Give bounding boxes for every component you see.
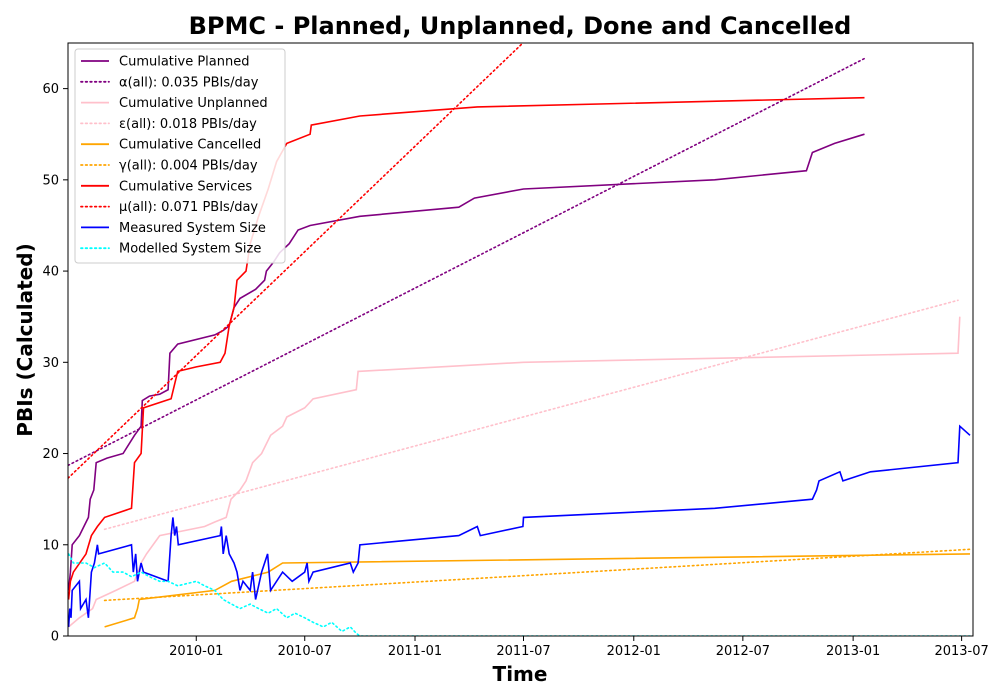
y-tick-label: 30 bbox=[42, 356, 59, 371]
y-tick-label: 0 bbox=[51, 630, 59, 645]
series-line-8 bbox=[68, 43, 524, 480]
series-line-2 bbox=[68, 57, 866, 467]
legend-label: Cumulative Services bbox=[119, 179, 252, 194]
x-axis-ticks: 2010-01 2010-07 2011-01 2011-07 2012-01 2012-… bbox=[169, 636, 989, 659]
legend-label: α(all): 0.035 PBIs/day bbox=[119, 75, 259, 90]
legend-label: Measured System Size bbox=[119, 221, 266, 236]
y-axis-ticks: 0 10 20 30 40 50 60 bbox=[42, 82, 68, 645]
series-line-10 bbox=[68, 553, 971, 636]
x-axis-label: Time bbox=[493, 662, 548, 686]
x-tick-label: 2012-01 bbox=[607, 644, 661, 659]
legend: Cumulative Planned α(all): 0.035 PBIs/day… bbox=[74, 48, 286, 264]
plot-frame bbox=[67, 42, 974, 637]
x-tick-label: 2012-07 bbox=[716, 644, 770, 659]
x-tick-label: 2013-07 bbox=[934, 644, 988, 659]
x-tick-label: 2013-01 bbox=[826, 644, 880, 659]
series-line-4 bbox=[103, 299, 959, 531]
legend-label: γ(all): 0.004 PBIs/day bbox=[119, 159, 258, 174]
series-line-3 bbox=[68, 316, 961, 628]
y-tick-label: 20 bbox=[42, 447, 59, 462]
x-tick-label: 2011-01 bbox=[388, 644, 442, 659]
series-line-9 bbox=[68, 424, 971, 627]
legend-label: ε(all): 0.018 PBIs/day bbox=[119, 117, 257, 132]
x-tick-label: 2011-07 bbox=[496, 644, 550, 659]
x-tick-label: 2010-01 bbox=[169, 644, 223, 659]
y-tick-label: 10 bbox=[42, 538, 59, 553]
legend-label: μ(all): 0.071 PBIs/day bbox=[119, 200, 258, 215]
y-tick-label: 40 bbox=[42, 265, 59, 280]
series-line-7 bbox=[68, 96, 865, 600]
series-line-6 bbox=[103, 548, 971, 602]
x-tick-label: 2010-07 bbox=[278, 644, 332, 659]
y-tick-label: 60 bbox=[42, 82, 59, 97]
legend-label: Cumulative Planned bbox=[119, 55, 249, 70]
series-layer bbox=[68, 43, 971, 636]
legend-label: Modelled System Size bbox=[119, 242, 261, 257]
legend-box bbox=[74, 48, 286, 264]
y-axis-label: PBIs (Calculated) bbox=[13, 243, 37, 436]
legend-label: Cumulative Unplanned bbox=[119, 96, 268, 111]
y-tick-label: 50 bbox=[42, 173, 59, 188]
chart-title: BPMC - Planned, Unplanned, Done and Canc… bbox=[189, 12, 852, 40]
legend-label: Cumulative Cancelled bbox=[119, 138, 261, 153]
